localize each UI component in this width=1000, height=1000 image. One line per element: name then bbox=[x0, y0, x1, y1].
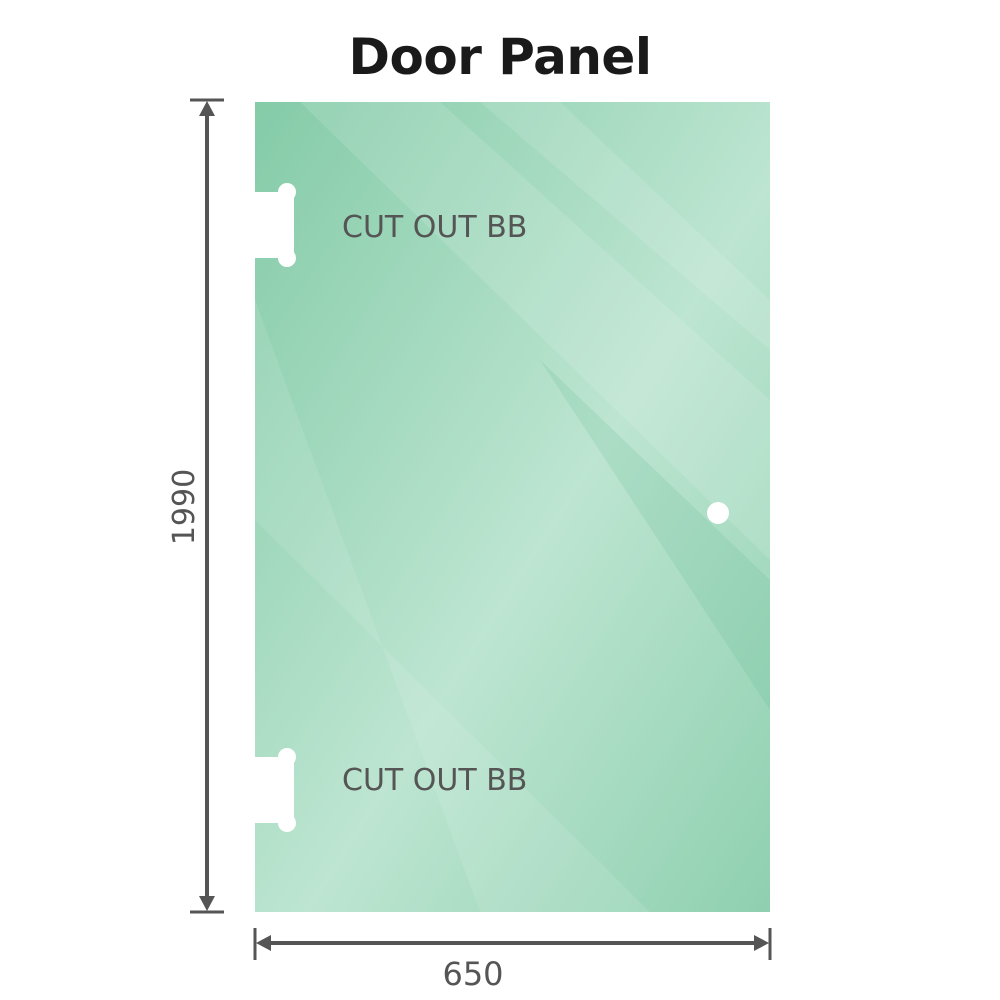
height-label: 1990 bbox=[167, 469, 202, 545]
glass-panel bbox=[255, 102, 770, 912]
cutout-top bbox=[255, 183, 296, 267]
cutout-label-bottom: CUT OUT BB bbox=[342, 763, 527, 798]
height-dimension bbox=[190, 98, 224, 914]
cutout-bottom bbox=[255, 748, 296, 832]
cutout-label-top: CUT OUT BB bbox=[342, 210, 527, 245]
width-dimension bbox=[253, 928, 772, 960]
diagram-title: Door Panel bbox=[348, 28, 652, 86]
width-label: 650 bbox=[442, 955, 503, 993]
handle-hole bbox=[707, 502, 729, 524]
